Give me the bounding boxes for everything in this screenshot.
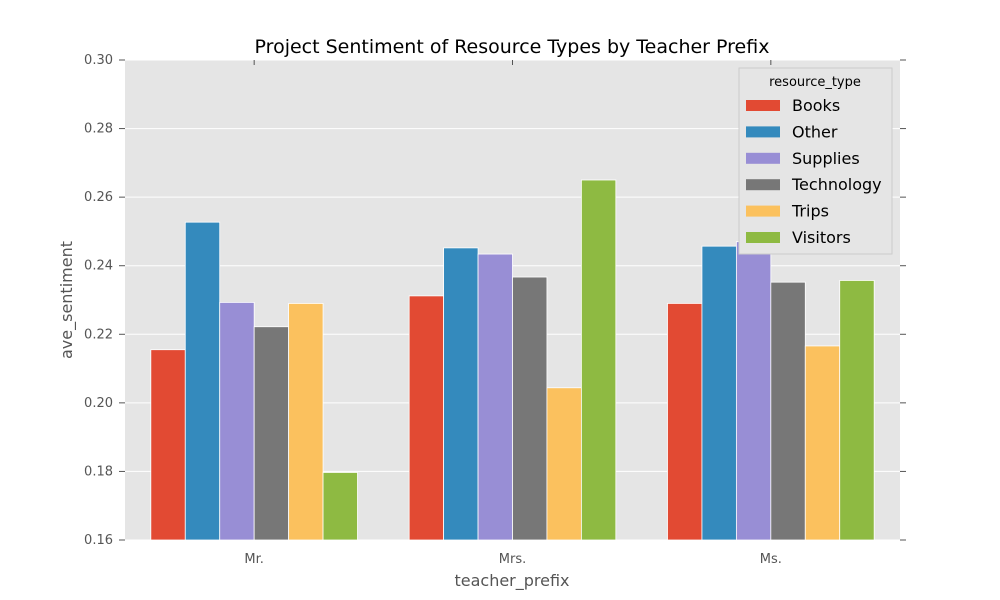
y-tick-label: 0.24 (84, 259, 113, 274)
bar-supplies-ms (735, 241, 772, 541)
bar-other-ms (701, 245, 737, 541)
y-tick-label: 0.20 (84, 396, 113, 411)
bar-supplies-mr (219, 301, 255, 541)
bar-trips-mrs (546, 387, 582, 541)
legend-swatch-other (746, 126, 780, 138)
legend: resource_type Books Other Supplies Technolo… (738, 67, 893, 255)
bar-books-mrs (408, 295, 445, 541)
x-tick-label: Mr. (244, 552, 264, 567)
legend-label-trips: Trips (791, 202, 829, 221)
bars (150, 179, 875, 541)
bar-books-mr (150, 349, 186, 541)
bar-other-mr (184, 221, 221, 541)
legend-label-other: Other (792, 122, 838, 141)
legend-swatch-visitors (746, 232, 780, 243)
legend-swatch-supplies (746, 152, 780, 164)
legend-swatch-trips (746, 205, 780, 217)
bar-technology-ms (770, 281, 806, 541)
chart-title: Project Sentiment of Resource Types by T… (255, 36, 770, 58)
y-tick-label: 0.28 (84, 122, 113, 137)
x-axis-label: teacher_prefix (454, 571, 569, 591)
bar-trips-mr (288, 303, 324, 541)
legend-swatch-books (746, 100, 780, 111)
legend-title: resource_type (769, 75, 861, 90)
legend-label-supplies: Supplies (792, 149, 860, 168)
bar-books-ms (667, 303, 703, 541)
bar-visitors-mrs (580, 179, 617, 541)
x-axis: Mr. Mrs. Ms. (244, 60, 782, 567)
legend-label-books: Books (792, 96, 840, 115)
legend-label-visitors: Visitors (792, 228, 851, 247)
bar-visitors-mr (322, 472, 358, 541)
x-tick-label: Mrs. (499, 552, 526, 567)
y-tick-label: 0.26 (84, 190, 113, 205)
y-tick-label: 0.30 (84, 53, 113, 68)
bar-trips-ms (804, 345, 841, 541)
x-tick-label: Ms. (760, 552, 782, 567)
bar-supplies-mrs (477, 253, 513, 541)
bar-technology-mr (253, 326, 290, 541)
y-tick-label: 0.16 (84, 533, 113, 548)
y-axis: 0.16 0.18 0.20 0.22 0.24 0.26 0.28 0.30 (84, 53, 906, 548)
y-tick-label: 0.22 (84, 327, 113, 342)
y-tick-label: 0.18 (84, 464, 113, 479)
legend-label-technology: Technology (791, 175, 882, 194)
legend-swatch-technology (746, 179, 780, 191)
bar-visitors-ms (839, 280, 875, 541)
y-axis-label: ave_sentiment (57, 241, 77, 359)
bar-other-mrs (443, 247, 479, 541)
bar-technology-mrs (512, 276, 548, 541)
